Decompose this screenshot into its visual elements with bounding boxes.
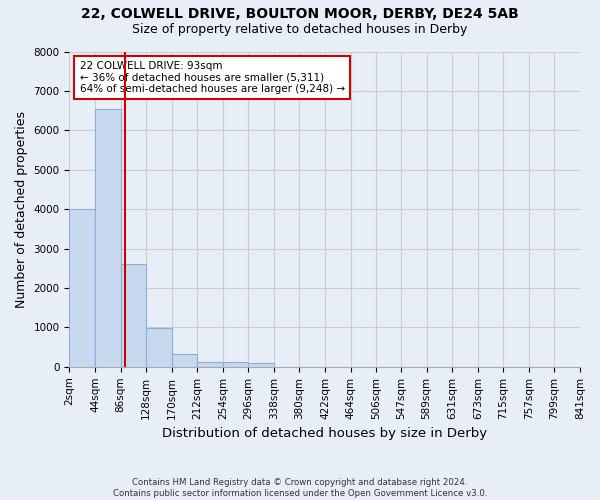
Bar bbox=[197, 362, 223, 367]
Text: Size of property relative to detached houses in Derby: Size of property relative to detached ho… bbox=[133, 22, 467, 36]
Text: 22 COLWELL DRIVE: 93sqm
← 36% of detached houses are smaller (5,311)
64% of semi: 22 COLWELL DRIVE: 93sqm ← 36% of detache… bbox=[80, 61, 345, 94]
Bar bbox=[223, 362, 248, 367]
Bar bbox=[95, 108, 121, 367]
Bar bbox=[70, 209, 95, 367]
Bar bbox=[146, 328, 172, 367]
Y-axis label: Number of detached properties: Number of detached properties bbox=[15, 110, 28, 308]
Text: 22, COLWELL DRIVE, BOULTON MOOR, DERBY, DE24 5AB: 22, COLWELL DRIVE, BOULTON MOOR, DERBY, … bbox=[81, 8, 519, 22]
Bar bbox=[172, 354, 197, 367]
X-axis label: Distribution of detached houses by size in Derby: Distribution of detached houses by size … bbox=[162, 427, 487, 440]
Text: Contains HM Land Registry data © Crown copyright and database right 2024.
Contai: Contains HM Land Registry data © Crown c… bbox=[113, 478, 487, 498]
Bar bbox=[121, 264, 146, 367]
Bar bbox=[248, 363, 274, 367]
